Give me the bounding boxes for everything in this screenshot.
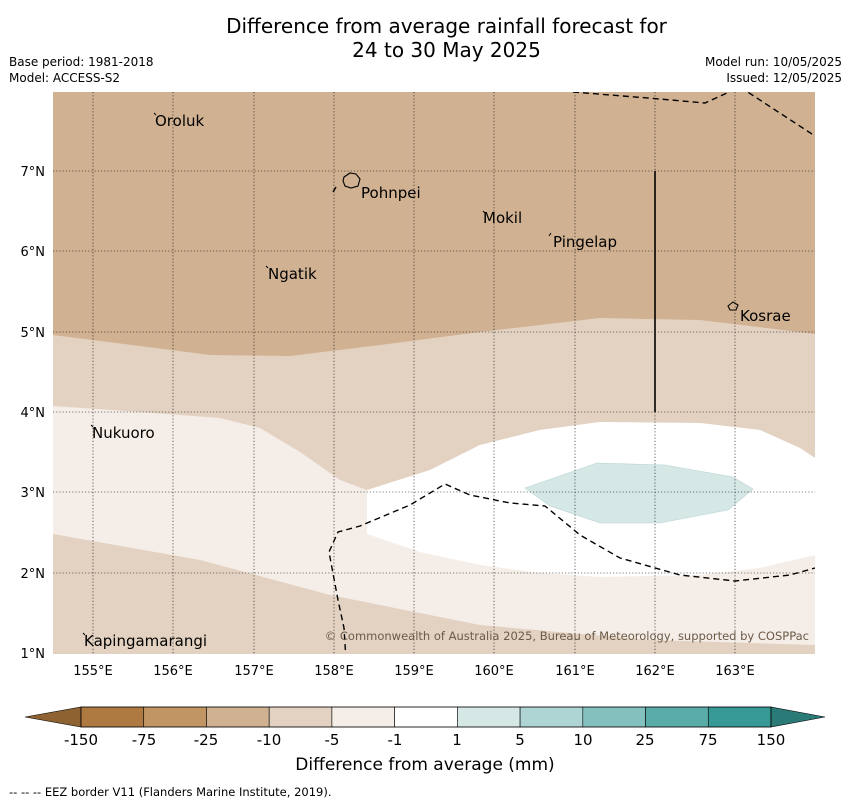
eez-border [328,92,815,654]
lon-label-162e: 162°E [635,664,675,679]
lat-label-4n: 4°N [21,406,46,421]
cb-label: 25 [635,731,654,749]
lat-label-3n: 3°N [21,486,46,501]
colorbar-segment [645,706,709,728]
base-period: Base period: 1981-2018 [9,55,154,69]
cb-label: -25 [194,731,219,749]
lon-label-158e: 158°E [314,664,354,679]
lat-label-2n: 2°N [21,567,46,582]
copyright-notice: © Commonwealth of Australia 2025, Bureau… [325,629,809,643]
colorbar-segments [80,706,772,728]
lat-label-7n: 7°N [21,165,46,180]
eez-border-south [328,483,815,654]
eez-border-fragment [332,186,337,193]
cb-label: -10 [257,731,282,749]
lat-label-6n: 6°N [21,245,46,260]
colorbar-segment [707,706,772,728]
title-line-2: 24 to 30 May 2025 [352,38,541,62]
eez-border-northeast [746,92,815,137]
colorbar-segment [143,706,207,728]
place-kosrae: Kosrae [740,307,791,325]
kosrae-island [727,301,739,311]
colorbar-segment [206,706,270,728]
eez-footnote: -- -- -- EEZ border V11 (Flanders Marine… [9,785,332,799]
chart-title: Difference from average rainfall forecas… [0,14,850,62]
cb-label: -75 [132,731,157,749]
place-pohnpei: Pohnpei [361,184,421,202]
meta-left: Base period: 1981-2018 Model: ACCESS-S2 [9,54,154,86]
colorbar-labels: -150 -75 -25 -10 -5 -1 1 5 10 25 75 150 [64,731,785,749]
place-nukuoro: Nukuoro [92,424,155,442]
lon-label-160e: 160°E [474,664,514,679]
title-line-1: Difference from average rainfall forecas… [226,14,667,38]
issued-date: Issued: 12/05/2025 [726,71,842,85]
colorbar-segment [519,706,584,728]
colorbar-segment [80,706,145,728]
place-mokil: Mokil [483,209,522,227]
contour-fills: Oroluk Pohnpei Mokil Pingelap Ngatik Kos… [53,92,815,654]
lon-label-155e: 155°E [73,664,113,679]
place-ngatik: Ngatik [268,265,317,283]
model-name: Model: ACCESS-S2 [9,71,121,85]
colorbar-over-arrow [770,706,826,728]
atoll-markers [82,112,552,636]
lon-label-156e: 156°E [153,664,193,679]
lon-label-157e: 157°E [234,664,274,679]
cb-label: 10 [573,731,592,749]
colorbar-segment [582,706,646,728]
cb-label: -1 [388,731,403,749]
colorbar-under-arrow [24,706,82,728]
band-minus25 [53,92,815,356]
colorbar-segment [394,706,458,728]
colorbar: -150 -75 -25 -10 -5 -1 1 5 10 25 75 150 [24,706,826,749]
cb-label: 1 [452,731,462,749]
place-oroluk: Oroluk [155,112,204,130]
lon-label-163e: 163°E [715,664,755,679]
longitude-labels: 155°E 156°E 157°E 158°E 159°E 160°E 161°… [73,664,755,679]
place-labels: Oroluk Pohnpei Mokil Pingelap Ngatik Kos… [84,112,791,650]
cb-label: 5 [515,731,525,749]
latitude-labels: 7°N 6°N 5°N 4°N 3°N 2°N 1°N [21,165,46,662]
lon-label-159e: 159°E [394,664,434,679]
lat-label-1n: 1°N [21,647,46,662]
colorbar-segment [457,706,521,728]
model-run: Model run: 10/05/2025 [704,55,842,69]
cb-label: -150 [64,731,98,749]
eez-border-north [572,92,731,104]
place-pingelap: Pingelap [553,233,617,251]
lon-label-161e: 161°E [555,664,595,679]
lat-label-5n: 5°N [21,326,46,341]
colorbar-segment [331,706,395,728]
cb-label: 150 [757,731,786,749]
place-kapingamarangi: Kapingamarangi [84,632,207,650]
colorbar-segment [268,706,333,728]
cb-label: -5 [325,731,340,749]
colorbar-title: Difference from average (mm) [295,755,555,775]
pohnpei-island [342,172,361,189]
meta-right: Model run: 10/05/2025 Issued: 12/05/2025 [705,54,842,86]
band-south [53,534,815,654]
cb-label: 75 [698,731,717,749]
